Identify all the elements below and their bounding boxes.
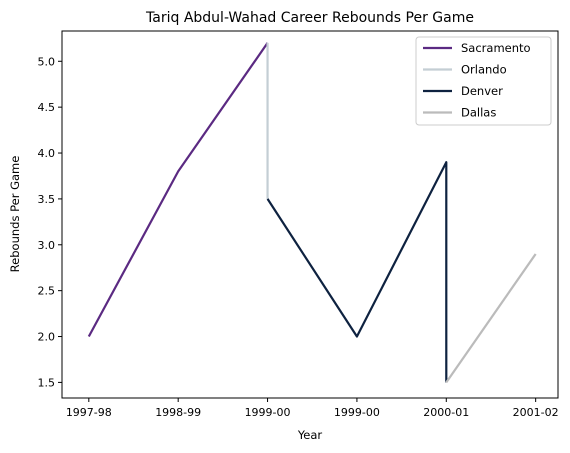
y-tick-label: 3.0 [38, 239, 56, 252]
x-axis: 1997-98 1998-99 1999-00 1999-00 2000-01 2001-… [66, 398, 559, 419]
x-tick-label: 2000-01 [423, 406, 469, 419]
y-tick-label: 2.0 [38, 331, 56, 344]
x-tick-label: 1997-98 [66, 406, 112, 419]
x-tick-label: 1999-00 [334, 406, 380, 419]
chart-title: Tariq Abdul-Wahad Career Rebounds Per Ga… [145, 10, 474, 26]
series-line-dallas [445, 253, 537, 384]
y-tick-label: 4.5 [38, 101, 56, 114]
legend-label-denver: Denver [461, 84, 503, 98]
legend: Sacramento Orlando Denver Dallas [415, 36, 552, 126]
y-axis: 1.5 2.0 2.5 3.0 3.5 4.0 4.5 5.0 [38, 55, 62, 389]
x-tick-label: 2001-02 [513, 406, 559, 419]
x-tick-label: 1999-00 [245, 406, 291, 419]
legend-label-sacramento: Sacramento [461, 41, 531, 55]
plot-frame [61, 30, 559, 399]
y-tick-label: 5.0 [38, 55, 56, 68]
legend-label-dallas: Dallas [461, 106, 496, 120]
y-tick-label: 4.0 [38, 147, 56, 160]
legend-label-orlando: Orlando [461, 63, 507, 77]
y-axis-label: Rebounds Per Game [8, 156, 22, 273]
series-line-sacramento [87, 42, 269, 338]
legend-frame [415, 36, 552, 126]
y-tick-label: 2.5 [38, 285, 56, 298]
y-tick-label: 3.5 [38, 193, 56, 206]
series-line-denver [266, 161, 448, 383]
x-axis-label: Year [297, 428, 323, 442]
y-tick-label: 1.5 [38, 376, 56, 389]
plot-area [87, 42, 537, 384]
x-tick-label: 1998-99 [155, 406, 201, 419]
